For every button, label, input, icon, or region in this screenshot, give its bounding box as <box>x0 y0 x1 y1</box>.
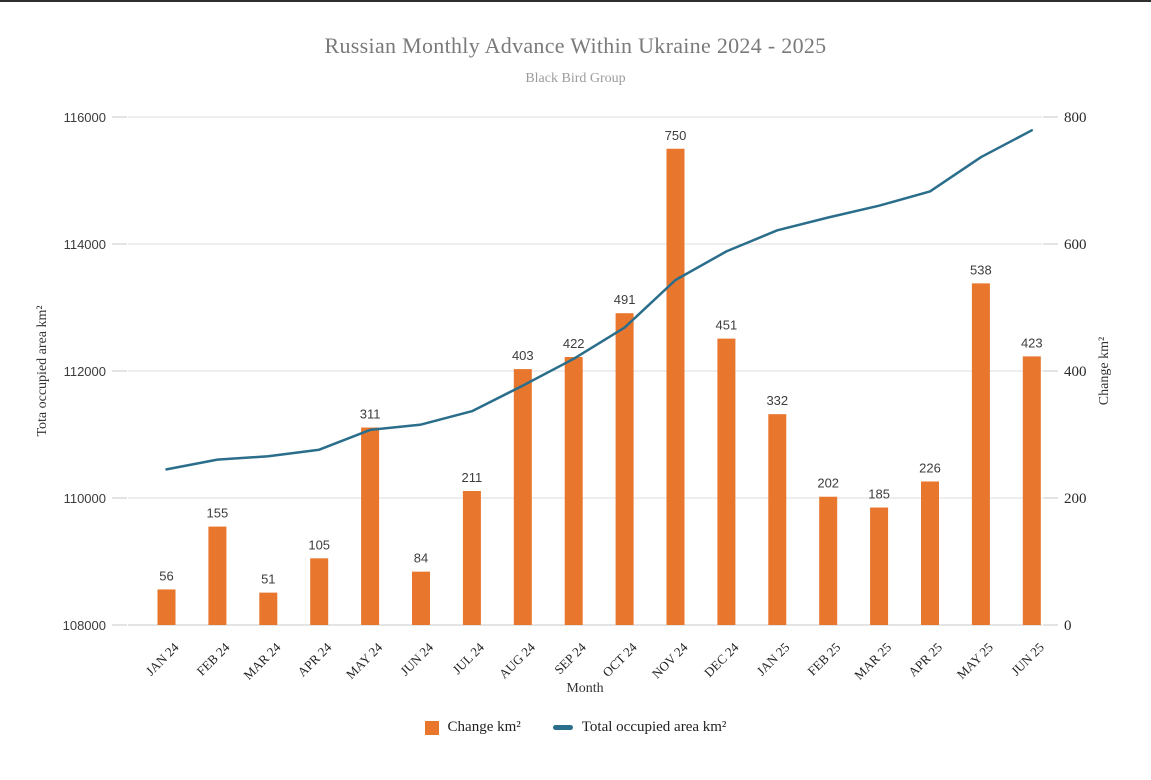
x-axis-label-jun-24: JUN 24 <box>397 639 436 678</box>
right-axis-tick-label: 200 <box>1064 491 1087 507</box>
right-axis-title: Change km² <box>1097 337 1112 405</box>
x-axis-label-jun-25: JUN 25 <box>1008 640 1047 679</box>
window-top-border <box>0 0 1151 2</box>
bar-feb-24[interactable] <box>208 526 227 625</box>
chart-title: Russian Monthly Advance Within Ukraine 2… <box>324 33 827 58</box>
x-axis-label-apr-25: APR 25 <box>905 640 945 680</box>
legend-label: Change km² <box>447 719 521 735</box>
bar-sep-24[interactable] <box>564 357 583 625</box>
x-axis-label-feb-25: FEB 25 <box>804 640 843 679</box>
bar-value-label: 185 <box>868 487 890 502</box>
bar-value-label: 451 <box>716 318 738 333</box>
x-axis-label-aug-24: AUG 24 <box>496 639 538 681</box>
right-axis-tick-label: 600 <box>1064 237 1087 253</box>
left-axis-tick-label: 114000 <box>64 237 106 252</box>
bar-apr-25[interactable] <box>921 481 939 625</box>
legend-label: Total occupied area km² <box>581 719 727 735</box>
bar-mar-25[interactable] <box>870 507 889 625</box>
bar-value-label: 51 <box>261 572 275 587</box>
x-axis-label-apr-24: APR 24 <box>294 639 334 679</box>
bar-value-label: 423 <box>1021 335 1043 350</box>
bar-value-label: 311 <box>360 407 381 422</box>
bar-value-label: 56 <box>159 568 173 583</box>
bar-oct-24[interactable] <box>615 313 634 625</box>
left-axis-tick-label: 112000 <box>64 364 106 379</box>
right-axis-tick-label: 0 <box>1064 618 1072 634</box>
right-axis-tick-label: 800 <box>1064 110 1087 126</box>
bar-jul-24[interactable] <box>462 491 481 625</box>
legend-swatch-bar <box>424 720 439 735</box>
x-axis-label-sep-24: SEP 24 <box>551 639 589 677</box>
bar-value-label: 155 <box>207 506 229 521</box>
legend-item-change[interactable]: Change km² <box>424 719 521 736</box>
left-axis-tick-label: 108000 <box>63 618 106 633</box>
left-axis-title: Tota occupied area km² <box>35 305 50 436</box>
x-axis-label-dec-24: DEC 24 <box>701 639 742 680</box>
bar-value-label: 750 <box>665 128 687 143</box>
bar-mar-24[interactable] <box>259 592 278 625</box>
bar-jan-24[interactable] <box>157 589 176 625</box>
bar-value-label: 105 <box>308 537 330 552</box>
bar-jan-25[interactable] <box>768 414 787 625</box>
x-axis-label-jul-24: JUL 24 <box>449 639 487 677</box>
x-axis-title: Month <box>566 681 603 696</box>
x-axis-label-jan-25: JAN 25 <box>753 640 792 679</box>
right-axis-tick-label: 400 <box>1064 364 1087 380</box>
total-occupied-area-line[interactable] <box>165 129 1034 471</box>
x-axis-label-feb-24: FEB 24 <box>194 639 233 678</box>
bar-value-label: 211 <box>462 470 483 485</box>
bar-may-24[interactable] <box>361 427 380 625</box>
x-axis-label-may-25: MAY 25 <box>954 640 996 682</box>
bar-value-label: 538 <box>970 262 992 277</box>
bar-value-label: 422 <box>563 336 585 351</box>
x-axis-label-mar-24: MAR 24 <box>240 639 283 682</box>
bar-jun-25[interactable] <box>1022 356 1041 625</box>
x-axis-label-oct-24: OCT 24 <box>599 639 640 680</box>
bar-value-label: 84 <box>414 551 428 566</box>
x-axis-label-jan-24: JAN 24 <box>143 639 182 678</box>
bar-may-25[interactable] <box>971 283 990 625</box>
bar-feb-25[interactable] <box>819 496 838 625</box>
chart-legend: Change km² Total occupied area km² <box>0 719 1151 736</box>
bar-value-label: 491 <box>614 292 636 307</box>
bar-value-label: 332 <box>766 393 788 408</box>
x-axis-label-may-24: MAY 24 <box>343 639 386 682</box>
x-axis-label-mar-25: MAR 25 <box>851 640 894 683</box>
legend-item-total-area[interactable]: Total occupied area km² <box>552 719 727 736</box>
x-axis-label-nov-24: NOV 24 <box>649 639 691 681</box>
bar-jun-24[interactable] <box>412 571 430 625</box>
bar-nov-24[interactable] <box>666 148 685 625</box>
bar-dec-24[interactable] <box>717 338 736 625</box>
bar-value-label: 202 <box>817 476 839 491</box>
bar-value-label: 403 <box>512 348 534 363</box>
bar-apr-24[interactable] <box>310 558 329 625</box>
legend-swatch-line <box>552 725 573 730</box>
left-axis-tick-label: 110000 <box>64 491 106 506</box>
bar-aug-24[interactable] <box>513 369 532 625</box>
left-axis-tick-label: 116000 <box>64 110 106 125</box>
chart-subtitle: Black Bird Group <box>525 71 626 86</box>
bar-value-label: 226 <box>919 460 941 475</box>
